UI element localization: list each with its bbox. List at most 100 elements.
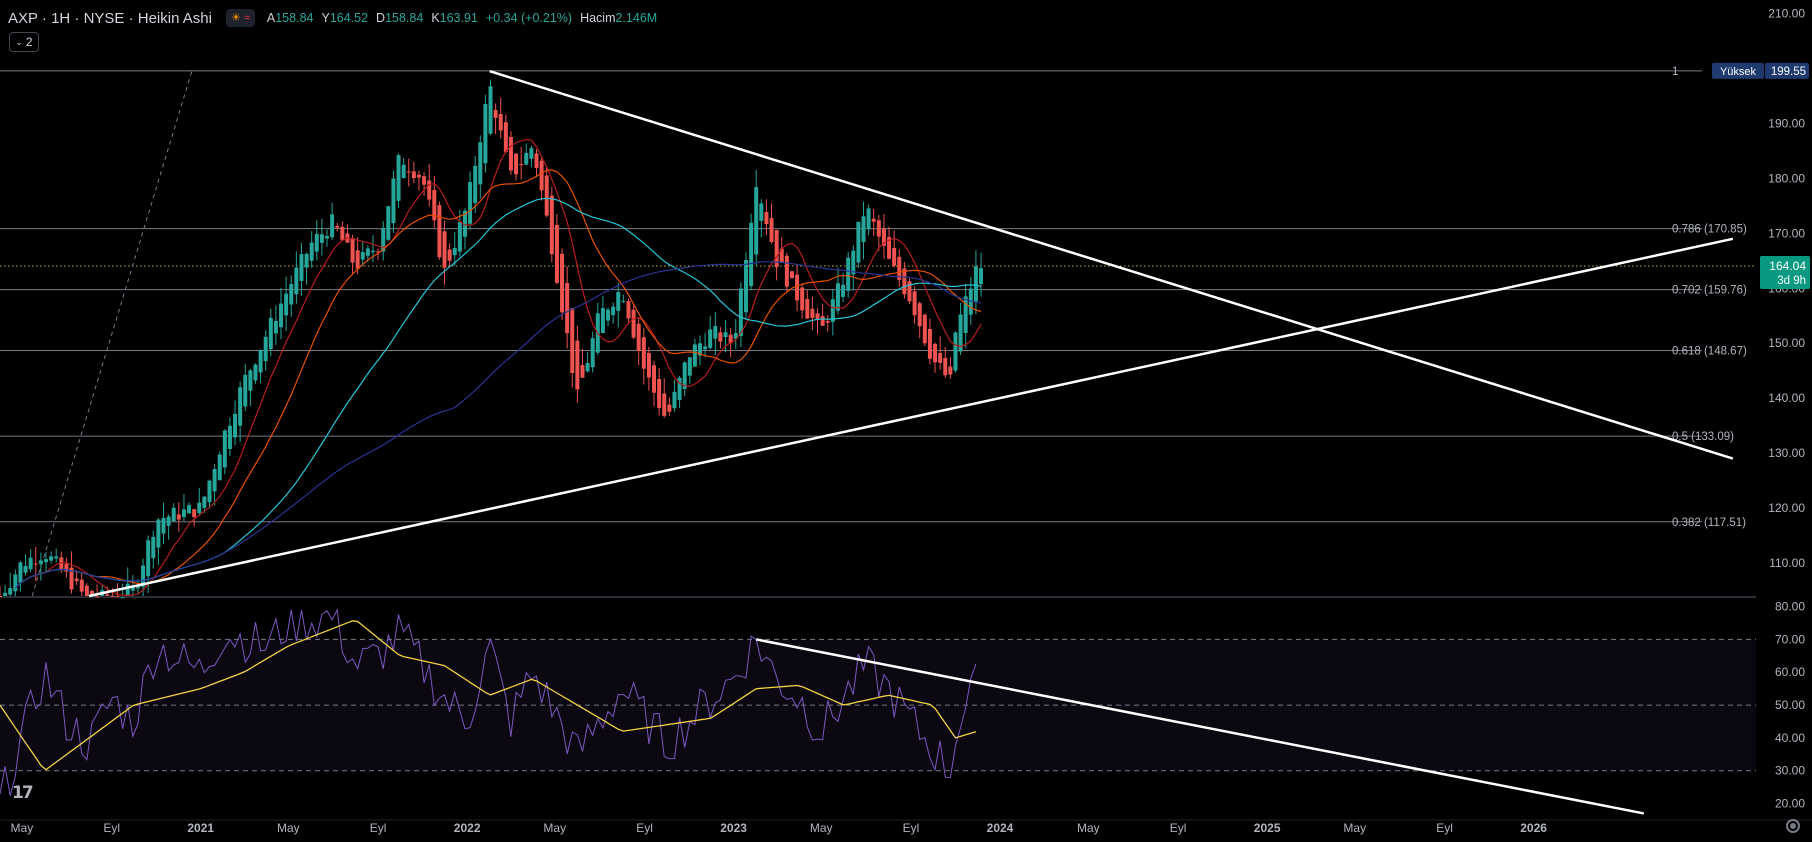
candle-body [876, 220, 881, 237]
candle-body [626, 301, 631, 319]
candle-body [958, 314, 963, 352]
candle-body [575, 340, 580, 390]
candle-body [233, 413, 238, 438]
price-tick-label: 150.00 [1768, 336, 1805, 350]
price-tick-label: 210.00 [1768, 6, 1805, 20]
time-tick-label: May [543, 821, 566, 835]
candle-body [299, 254, 304, 281]
time-tick-label: Eyl [370, 821, 387, 835]
candle-body [498, 113, 503, 131]
dashed-fan-line [31, 70, 193, 597]
candle-body [825, 320, 830, 323]
tradingview-logo-icon[interactable]: 17 [12, 783, 34, 803]
candle-body [391, 178, 396, 224]
candle-body [442, 231, 447, 268]
candle-body [330, 214, 335, 238]
candle-body [279, 303, 284, 328]
candle-body [217, 454, 222, 481]
time-tick-label: 2021 [187, 821, 214, 835]
candle-body [662, 393, 667, 416]
candle-body [376, 251, 381, 253]
indicator-status-icons[interactable]: ☀ ≈ [225, 9, 255, 27]
candle-body [948, 366, 953, 375]
candle-body [646, 353, 651, 378]
price-tick-label: 140.00 [1768, 391, 1805, 405]
candle-body [565, 283, 570, 334]
candle-body [769, 218, 774, 242]
candle-body [432, 190, 437, 221]
candle-body [774, 230, 779, 268]
price-scale [1756, 0, 1812, 842]
candle-body [979, 268, 984, 284]
candle-body [590, 338, 595, 368]
volume-label: Hacim [580, 11, 616, 25]
candle-body [953, 332, 958, 371]
candle-body [350, 238, 355, 263]
candle-body [621, 300, 626, 302]
candle-body [488, 86, 493, 134]
candle-body [325, 236, 330, 239]
sun-icon: ☀ [230, 12, 241, 24]
rsi-tick-label: 70.00 [1775, 632, 1805, 646]
candle-body [687, 357, 692, 376]
candle-body [457, 222, 462, 252]
chevron-down-icon: ⌄ [15, 36, 23, 47]
candle-body [197, 502, 202, 514]
candle-body [943, 357, 948, 376]
rsi-tick-label: 80.00 [1775, 600, 1805, 614]
candle-body [8, 588, 13, 595]
high-marker-value: 199.55 [1771, 66, 1806, 78]
candle-body [534, 153, 539, 168]
candle-body [483, 104, 488, 164]
settings-gear-icon[interactable] [1786, 819, 1800, 833]
candle-body [754, 187, 759, 255]
candle-body [529, 148, 534, 159]
candle-body [294, 267, 299, 295]
candle-body [672, 391, 677, 409]
candle-body [74, 578, 79, 581]
candle-body [779, 248, 784, 263]
candle-body [554, 224, 559, 283]
candle-body [253, 364, 258, 381]
candle-body [284, 293, 289, 316]
change-readout: +0.34 (+0.21%) [485, 11, 573, 25]
ma-mid-line [14, 169, 982, 589]
candle-body [207, 480, 212, 503]
candle-body [667, 404, 672, 412]
candle-body [381, 228, 386, 252]
chart-header: AXP · 1H · NYSE · Heikin Ashi ☀ ≈ A158.8… [8, 8, 657, 28]
candle-body [365, 248, 370, 256]
candle-body [708, 329, 713, 348]
candle-body [222, 430, 227, 468]
candle-body [79, 579, 84, 592]
candle-body [887, 237, 892, 259]
candle-body [181, 509, 186, 518]
collapse-indicators-button[interactable]: ⌄ 2 [9, 32, 39, 52]
candle-body [59, 557, 64, 570]
candle-body [524, 152, 529, 165]
candle-body [738, 288, 743, 337]
candle-body [718, 332, 723, 342]
symbol-title[interactable]: AXP · 1H · NYSE · Heikin Ashi [8, 9, 212, 27]
trendline-ascending-support [88, 237, 1734, 598]
candle-body [447, 249, 452, 261]
time-tick-label: Eyl [636, 821, 653, 835]
candle-body [764, 212, 769, 225]
candle-body [3, 592, 8, 596]
candle-body [473, 165, 478, 203]
candle-body [33, 563, 38, 565]
candle-body [401, 164, 406, 178]
candle-body [820, 316, 825, 326]
candle-body [636, 323, 641, 351]
candle-body [386, 206, 391, 240]
candle-body [468, 182, 473, 224]
candle-body [657, 379, 662, 408]
candle-body [580, 365, 585, 378]
candle-body [692, 344, 697, 367]
candle-body [335, 225, 340, 228]
candle-body [815, 313, 820, 319]
candle-body [917, 303, 922, 327]
candle-body [43, 559, 48, 563]
candle-body [161, 518, 166, 534]
